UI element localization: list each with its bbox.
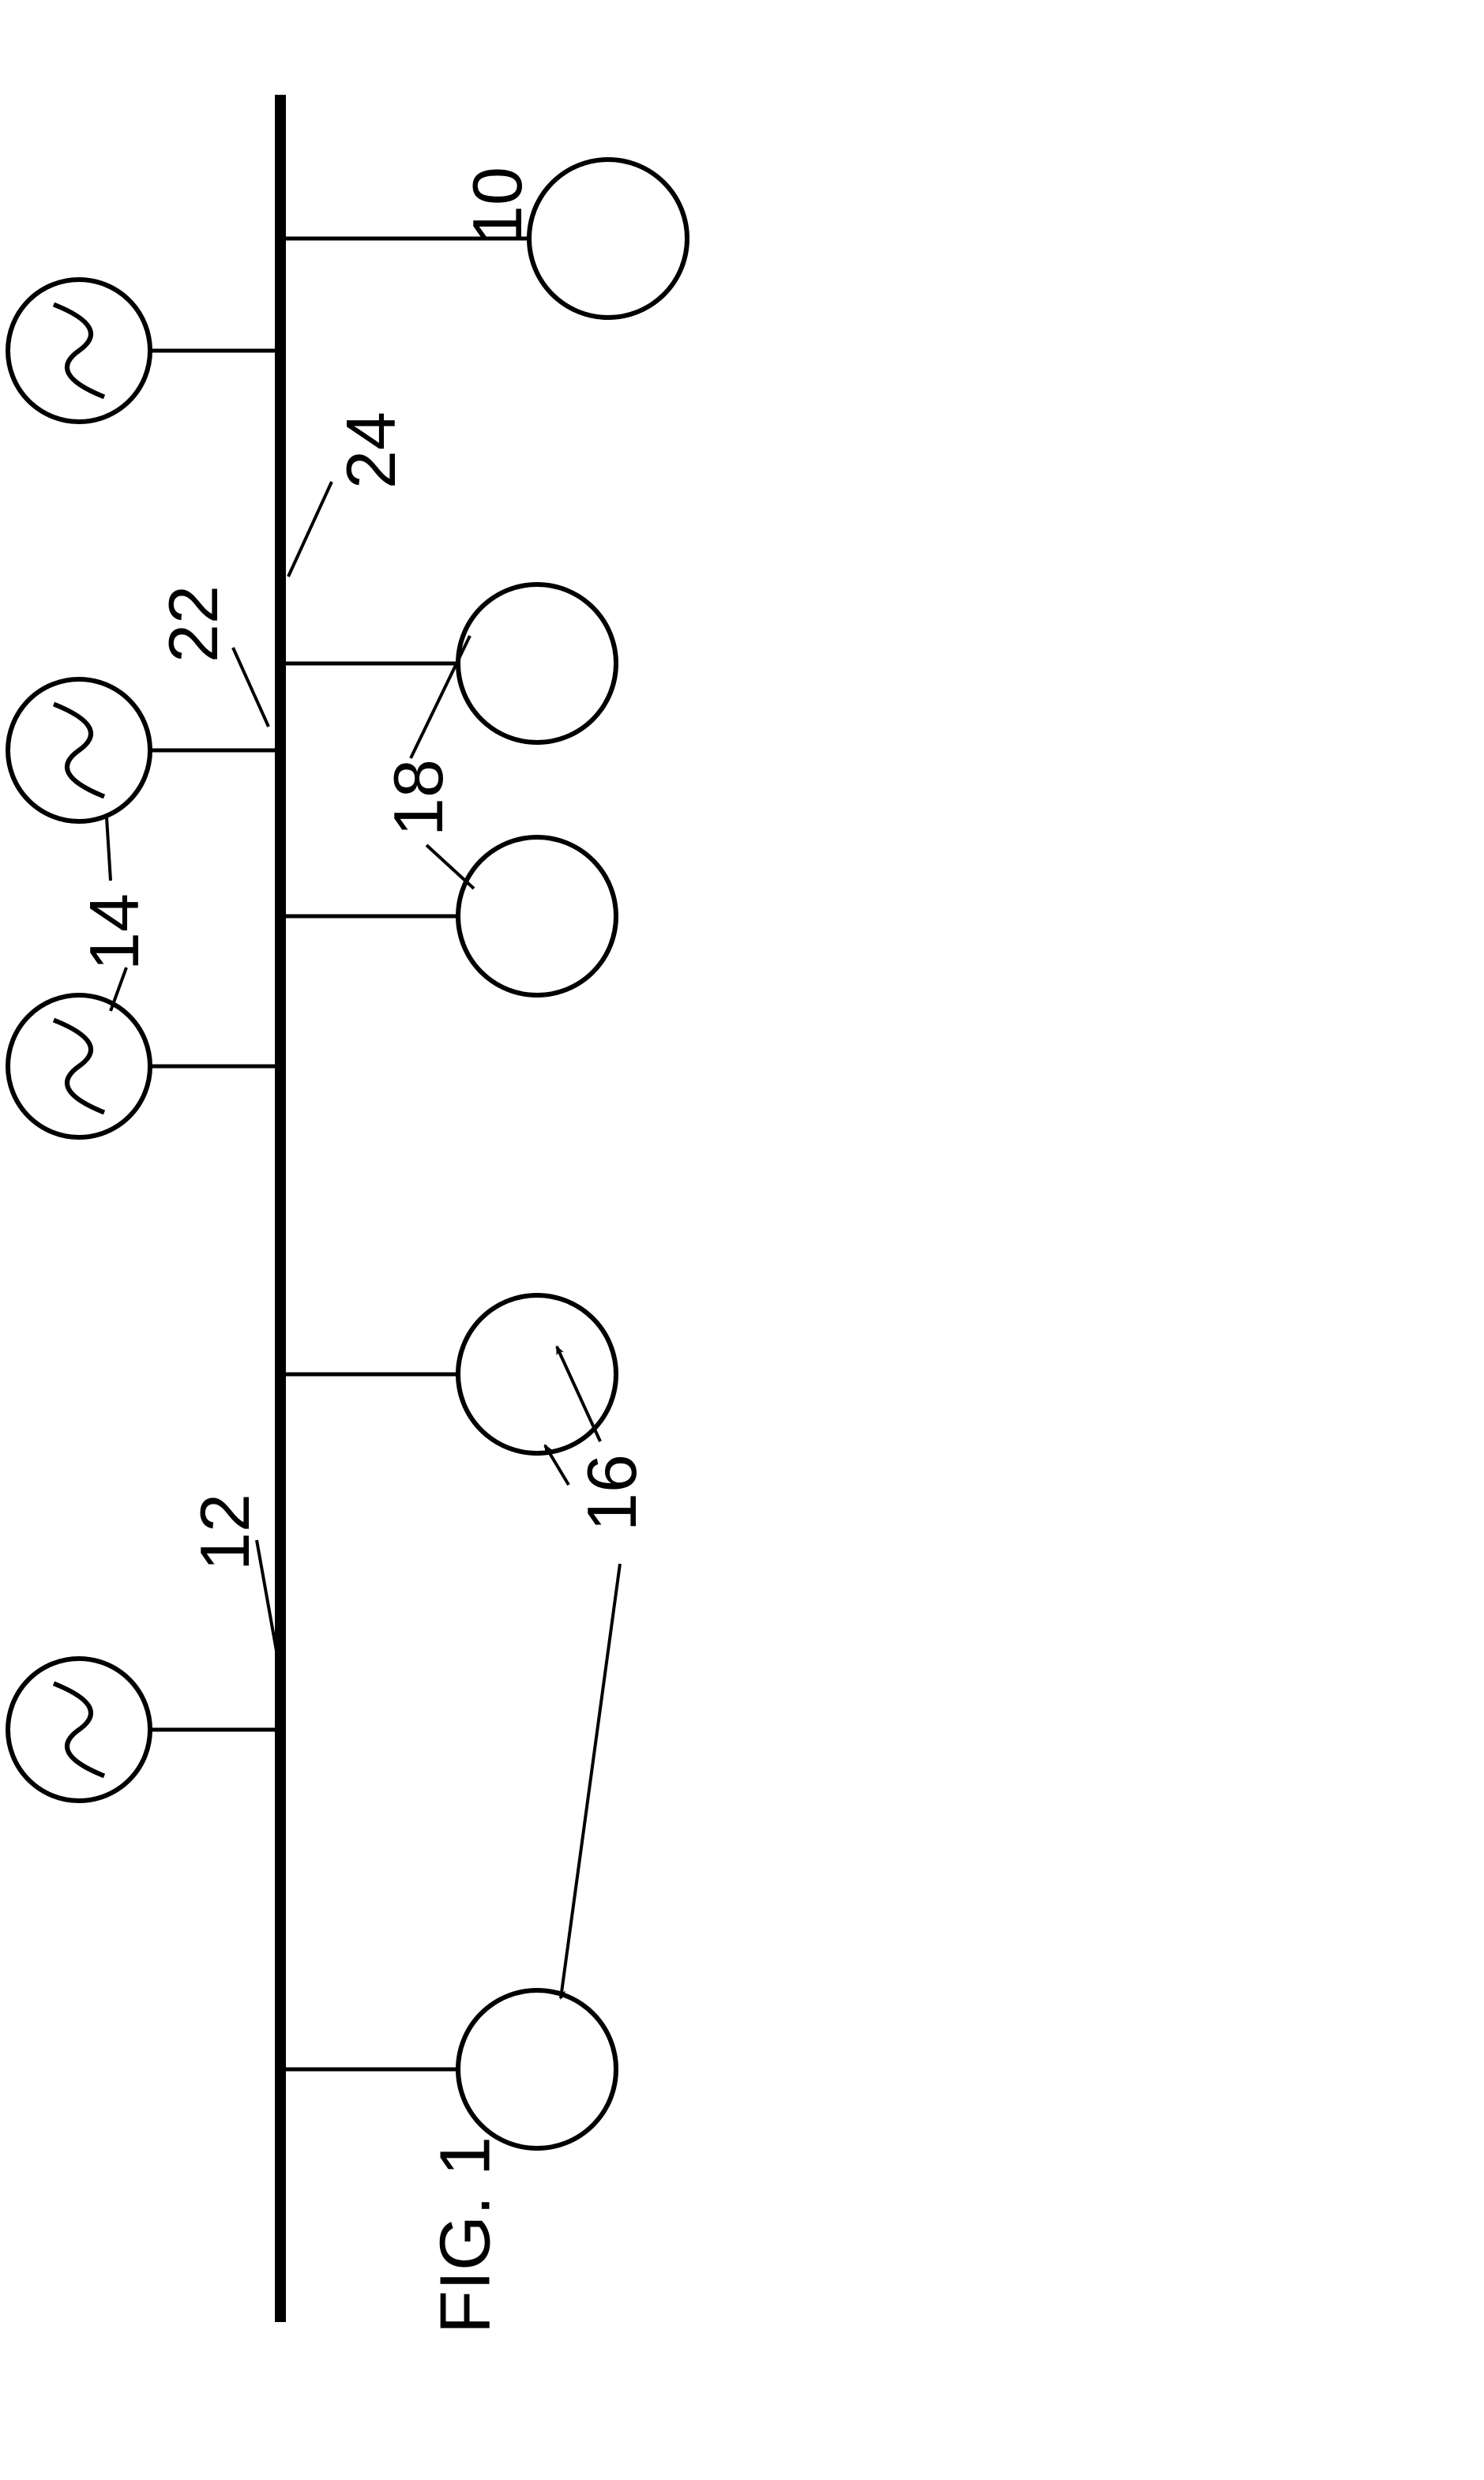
generator-wave <box>54 705 104 797</box>
leader-line <box>411 636 470 758</box>
generator-wave <box>54 1020 104 1113</box>
leader-line <box>288 482 332 577</box>
ref-label: 16 <box>572 1454 652 1531</box>
load-node <box>458 1990 616 2148</box>
ref-label: 22 <box>153 585 234 663</box>
ref-label: 24 <box>331 411 411 489</box>
ref-label: 18 <box>378 759 459 836</box>
leader-line <box>107 817 111 881</box>
generator-wave <box>54 305 104 397</box>
ref-label: 14 <box>74 893 155 971</box>
figure-caption: FIG. 1 <box>426 2136 507 2334</box>
load-node <box>458 584 616 742</box>
generator-wave <box>54 1684 104 1776</box>
leader-line <box>557 1347 600 1441</box>
load-node <box>458 837 616 995</box>
ref-label: 12 <box>185 1494 265 1571</box>
ref-label: 10 <box>457 167 538 244</box>
leader-line <box>233 648 269 727</box>
load-node <box>458 1295 616 1453</box>
load-node <box>529 160 687 318</box>
leader-line <box>426 845 474 889</box>
leader-line <box>561 1564 620 1998</box>
